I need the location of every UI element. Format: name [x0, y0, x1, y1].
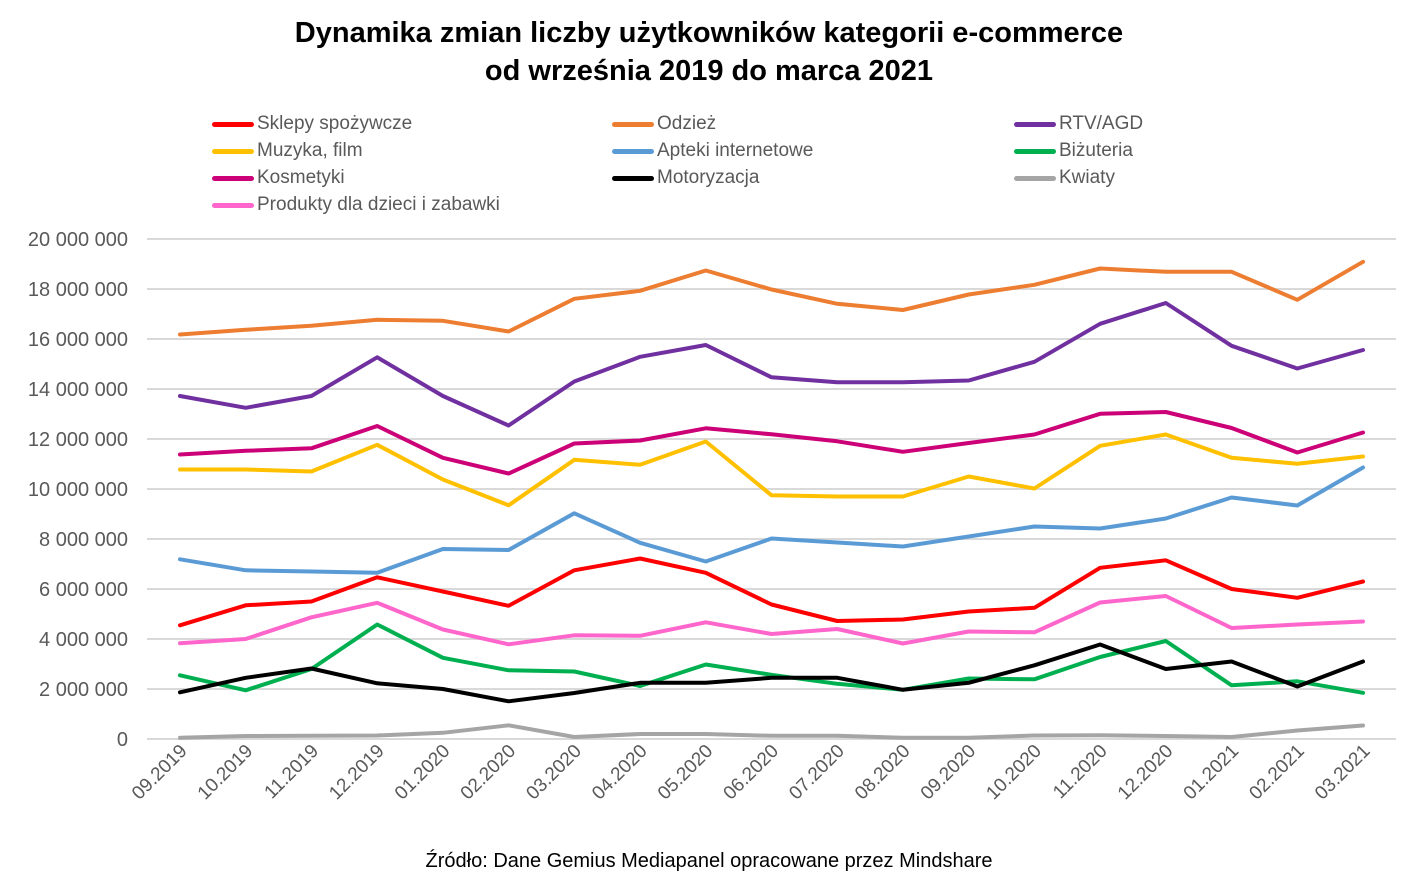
x-tick-label: 05.2020	[654, 741, 717, 804]
x-tick-label: 01.2021	[1180, 741, 1243, 804]
y-tick-label: 14 000 000	[28, 379, 128, 401]
legend-item: Produkty dla dzieci i zabawki	[212, 192, 500, 218]
x-tick-label: 03.2021	[1311, 741, 1374, 804]
x-tick-label: 12.2019	[325, 741, 388, 804]
source-note: Źródło: Dane Gemius Mediapanel opracowan…	[425, 850, 993, 872]
chart-title-line-2: od września 2019 do marca 2021	[484, 55, 934, 87]
x-tick-label: 11.2020	[1049, 741, 1111, 803]
legend-item: Sklepy spożywcze	[212, 111, 412, 137]
legend-label: Odzież	[657, 113, 717, 134]
series-line-bizuteria	[178, 622, 1365, 695]
x-tick-label: 02.2021	[1245, 741, 1308, 804]
legend-swatch	[612, 148, 654, 154]
legend-label: Produkty dla dzieci i zabawki	[257, 194, 500, 215]
y-tick-label: 10 000 000	[28, 479, 128, 501]
legend-swatch	[1014, 148, 1056, 154]
series-line-rtv-agd	[178, 301, 1365, 428]
x-tick-label: 12.2020	[1114, 741, 1177, 804]
legend-swatch	[612, 175, 654, 181]
legend-item: RTV/AGD	[1014, 111, 1143, 137]
legend-swatch	[1014, 121, 1056, 127]
legend-label: Apteki internetowe	[657, 140, 814, 161]
legend-swatch	[212, 175, 254, 181]
x-axis: 09.2019 10.2019 11.2019 12.2019 01.2020 02.20…	[128, 741, 1374, 804]
legend-swatch	[212, 202, 254, 208]
legend-item: Apteki internetowe	[612, 138, 813, 164]
legend-swatch	[212, 121, 254, 127]
series-line-kosmetyki	[178, 410, 1365, 476]
x-tick-label: 08.2020	[851, 741, 914, 804]
x-tick-label: 06.2020	[720, 741, 783, 804]
series-line-kwiaty	[178, 723, 1365, 740]
x-tick-label: 09.2020	[917, 741, 980, 804]
legend-label: Kosmetyki	[257, 167, 345, 188]
x-tick-label: 10.2019	[194, 741, 257, 804]
series-line-muzyka-film	[178, 432, 1365, 508]
legend-label: Muzyka, film	[257, 140, 363, 161]
series-line-sklepy-spozywcze	[178, 556, 1365, 628]
y-tick-label: 6 000 000	[39, 579, 128, 601]
y-tick-label: 16 000 000	[28, 329, 128, 351]
legend-swatch	[1014, 175, 1056, 181]
series-line-odziez	[178, 259, 1365, 337]
series-line-produkty-dla-dzieci-i-zabawki	[178, 594, 1365, 647]
legend-item: Kwiaty	[1014, 165, 1115, 191]
y-tick-label: 20 000 000	[28, 229, 128, 251]
x-tick-label: 03.2020	[522, 741, 585, 804]
legend-item: Odzież	[612, 111, 716, 137]
x-tick-label: 10.2020	[983, 741, 1046, 804]
chart-title-line-1: Dynamika zmian liczby użytkowników kateg…	[294, 17, 1124, 49]
legend-item: Muzyka, film	[212, 138, 363, 164]
legend-label: RTV/AGD	[1059, 113, 1144, 134]
series-line-motoryzacja	[178, 642, 1365, 704]
legend-item: Kosmetyki	[212, 165, 345, 191]
x-tick-label: 11.2019	[261, 741, 323, 803]
y-tick-label: 2 000 000	[39, 679, 128, 701]
legend-label: Biżuteria	[1059, 140, 1133, 161]
chart-title: Dynamika zmian liczby użytkowników kateg…	[0, 14, 1418, 90]
legend-label: Motoryzacja	[657, 167, 760, 188]
legend-swatch	[612, 121, 654, 127]
x-tick-label: 09.2019	[128, 741, 191, 804]
series-line-apteki-internetowe	[178, 465, 1365, 575]
y-tick-label: 4 000 000	[39, 629, 128, 651]
y-tick-label: 8 000 000	[39, 529, 128, 551]
legend-item: Motoryzacja	[612, 165, 759, 191]
x-tick-label: 04.2020	[588, 741, 651, 804]
y-tick-label: 18 000 000	[28, 279, 128, 301]
x-tick-label: 01.2020	[391, 741, 454, 804]
y-axis: 0 2 000 000 4 000 000 6 000 000 8 000 000 10 …	[28, 229, 128, 751]
legend-label: Kwiaty	[1059, 167, 1115, 188]
y-tick-label: 0	[117, 729, 128, 751]
legend-label: Sklepy spożywcze	[257, 113, 413, 134]
x-tick-label: 07.2020	[785, 741, 848, 804]
y-tick-label: 12 000 000	[28, 429, 128, 451]
legend-item: Biżuteria	[1014, 138, 1133, 164]
legend-swatch	[212, 148, 254, 154]
series-lines	[178, 259, 1365, 740]
x-tick-label: 02.2020	[457, 741, 520, 804]
